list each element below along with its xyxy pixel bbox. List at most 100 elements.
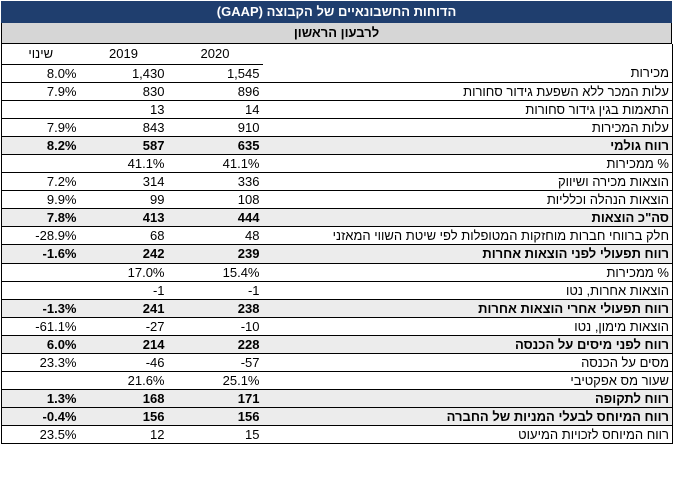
row-label: הוצאות מכירה ושיווק <box>262 172 673 192</box>
change-cell: -0.4% <box>1 407 80 427</box>
value-2020-cell: 336 <box>167 172 263 192</box>
value-2019-cell: 314 <box>79 172 168 192</box>
change-cell: 7.2% <box>1 172 80 192</box>
value-2019-cell: -27 <box>79 317 168 336</box>
table-row: 17.0% 15.4%% ממכירות <box>1 263 673 282</box>
change-cell: 23.5% <box>1 425 80 445</box>
change-cell: 23.3% <box>1 353 80 373</box>
change-cell: 6.0% <box>1 335 80 355</box>
change-cell: 8.0% <box>1 64 80 83</box>
row-label: רווח תפעולי לפני הוצאות אחרות <box>262 244 673 264</box>
value-2019-cell: -1 <box>79 281 168 300</box>
table-row: 23.5% 12 15 רווח המיוחס לזכויות המיעוט <box>1 425 673 445</box>
value-2019-cell: 830 <box>79 82 168 101</box>
value-2020-cell: 15 <box>167 425 263 445</box>
table-row: 7.8% 413 444 סה"כ הוצאות <box>1 208 673 228</box>
header-change: שינוי <box>1 44 80 65</box>
value-2019-cell: -46 <box>79 353 168 373</box>
change-cell: 8.2% <box>1 136 80 155</box>
row-label: הוצאות הנהלה וכלליות <box>262 190 673 210</box>
row-label: רווח המיוחס לבעלי המניות של החברה <box>262 407 673 427</box>
value-2019-cell: 214 <box>79 335 168 355</box>
header-2019: 2019 <box>79 44 168 65</box>
value-2019-cell: 156 <box>79 407 168 427</box>
row-label: רווח לתקופה <box>262 389 673 409</box>
value-2020-cell: 444 <box>167 208 263 228</box>
value-2020-cell: 171 <box>167 389 263 409</box>
value-2020-cell: 228 <box>167 335 263 355</box>
value-2020-cell: 238 <box>167 299 263 318</box>
value-2019-cell: 587 <box>79 136 168 155</box>
header-label <box>262 44 673 64</box>
table-row: 7.2% 314 336 הוצאות מכירה ושיווק <box>1 172 673 192</box>
value-2019-cell: 21.6% <box>79 371 168 391</box>
table-row: 7.9% 830 896 עלות המכר ללא השפעת גידור סחור… <box>1 82 673 101</box>
change-cell <box>1 100 80 119</box>
value-2020-cell: 14 <box>167 100 263 119</box>
change-cell: -1.6% <box>1 244 80 264</box>
row-label: התאמות בגין גידור סחורות <box>262 100 673 119</box>
table-row: 13 14 התאמות בגין גידור סחורות <box>1 100 673 119</box>
financial-table: הדוחות החשבונאיים של הקבוצה (GAAP) לרבעו… <box>1 1 673 445</box>
value-2019-cell: 41.1% <box>79 154 168 174</box>
value-2020-cell: -1 <box>167 281 263 300</box>
change-cell <box>1 371 80 391</box>
table-row: 8.2% 587 635 רווח גולמי <box>1 136 673 155</box>
value-2019-cell: 843 <box>79 118 168 137</box>
value-2020-cell: 156 <box>167 407 263 427</box>
row-label: חלק ברווחי חברות מוחזקות המטופלות לפי שי… <box>262 226 673 246</box>
row-label: רווח לפני מיסים על הכנסה <box>262 335 673 355</box>
row-label: הוצאות אחרות, נטו <box>262 281 673 300</box>
row-label: סה"כ הוצאות <box>262 208 673 228</box>
value-2019-cell: 17.0% <box>79 263 168 282</box>
value-2020-cell: 896 <box>167 82 263 101</box>
change-cell: -1.3% <box>1 299 80 318</box>
table-subtitle: לרבעון הראשון <box>1 23 672 44</box>
value-2020-cell: 25.1% <box>167 371 263 391</box>
table-row: 1.3% 168 171 רווח לתקופה <box>1 389 673 409</box>
table-row: 6.0% 214 228 רווח לפני מיסים על הכנסה <box>1 335 673 355</box>
row-label: עלות המכר ללא השפעת גידור סחורות <box>262 82 673 101</box>
value-2020-cell: -57 <box>167 353 263 373</box>
table-row: -0.4% 156 156 רווח המיוחס לבעלי המניות של ה… <box>1 407 673 427</box>
change-cell: 7.8% <box>1 208 80 228</box>
table-row: 21.6% 25.1% שעור מס אפקטיבי <box>1 371 673 391</box>
table-row: 41.1% 41.1%% ממכירות <box>1 154 673 174</box>
value-2019-cell: 241 <box>79 299 168 318</box>
table-row: 8.0% 1,430 1,545 מכירות <box>1 64 673 83</box>
value-2019-cell: 168 <box>79 389 168 409</box>
value-2019-cell: 13 <box>79 100 168 119</box>
change-cell: -61.1% <box>1 317 80 336</box>
change-cell: -28.9% <box>1 226 80 246</box>
header-row: שינוי 2019 2020 <box>1 44 673 65</box>
header-2020: 2020 <box>167 44 263 65</box>
value-2020-cell: -10 <box>167 317 263 336</box>
change-cell <box>1 281 80 300</box>
row-label: רווח גולמי <box>262 136 673 155</box>
row-label: % ממכירות <box>262 263 673 282</box>
value-2020-cell: 239 <box>167 244 263 264</box>
table-title: הדוחות החשבונאיים של הקבוצה (GAAP) <box>1 1 672 23</box>
value-2020-cell: 635 <box>167 136 263 155</box>
row-label: שעור מס אפקטיבי <box>262 371 673 391</box>
change-cell: 9.9% <box>1 190 80 210</box>
row-label: רווח תפעולי אחרי הוצאות אחרות <box>262 299 673 318</box>
change-cell <box>1 154 80 174</box>
value-2020-cell: 108 <box>167 190 263 210</box>
table-row: -28.9% 68 48 חלק ברווחי חברות מוחזקות המטופ… <box>1 226 673 246</box>
table-row: 23.3% -46 -57 מסים על הכנסה <box>1 353 673 373</box>
row-label: עלות המכירות <box>262 118 673 137</box>
row-label: רווח המיוחס לזכויות המיעוט <box>262 425 673 445</box>
value-2019-cell: 68 <box>79 226 168 246</box>
value-2020-cell: 910 <box>167 118 263 137</box>
value-2019-cell: 1,430 <box>79 64 168 83</box>
value-2019-cell: 12 <box>79 425 168 445</box>
value-2019-cell: 242 <box>79 244 168 264</box>
data-table: שינוי 2019 2020 8.0% 1,430 1,545 מכירות 7.9%… <box>1 44 673 445</box>
row-label: מכירות <box>262 64 673 83</box>
change-cell: 7.9% <box>1 82 80 101</box>
table-row: -1.3% 241 238 רווח תפעולי אחרי הוצאות אחרות <box>1 299 673 318</box>
table-row: 9.9% 99 108 הוצאות הנהלה וכלליות <box>1 190 673 210</box>
table-row: -1.6% 242 239 רווח תפעולי לפני הוצאות אחרות <box>1 244 673 264</box>
value-2020-cell: 15.4% <box>167 263 263 282</box>
